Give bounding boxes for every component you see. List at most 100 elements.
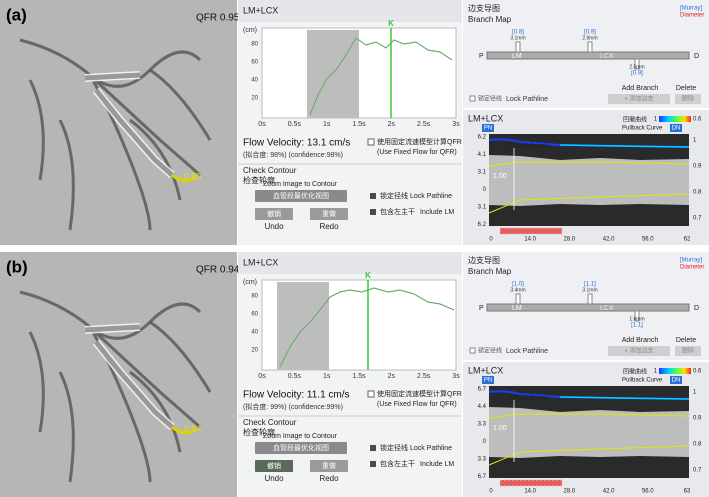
undo-button[interactable]: [255, 460, 293, 472]
panel: (b) QFR 0.94 0.94 LM+LCX (cm) 80 60 40 20 0s 0.5s 1…: [0, 252, 709, 497]
vessel-qfr-label: 0.95: [184, 171, 202, 181]
center-value: 1.00: [493, 425, 507, 432]
undo-button-label: 撤销: [267, 209, 281, 218]
pullback-x-tick: 62: [684, 237, 691, 243]
x-tick-label: 2.5s: [417, 373, 431, 380]
vessel-lcx: [171, 173, 196, 183]
add-branch-button[interactable]: [608, 94, 670, 104]
vessel: [28, 331, 45, 433]
lesion-bar-hatch: [499, 479, 563, 487]
x-tick-label: 0s: [258, 121, 266, 128]
pn-label: PN: [484, 378, 492, 384]
branch-stub[interactable]: [587, 293, 593, 305]
add-branch-button-label: + 添加边支: [624, 347, 653, 355]
pullback-x-tick: 0: [489, 489, 493, 495]
d-label: D: [694, 53, 699, 60]
pullback-x-tick: 28.0: [564, 489, 576, 495]
x-tick-label: 1.5s: [352, 121, 366, 128]
confidence: (拟合度: 98%) (confidence:98%): [243, 150, 343, 159]
pn-tag: [482, 124, 494, 132]
dn-label: DN: [672, 126, 681, 132]
branch-lock-checkbox[interactable]: [469, 347, 476, 354]
branch-stub[interactable]: [515, 293, 521, 305]
dn-tag: [670, 124, 682, 132]
qfr-curve: [488, 138, 690, 148]
undo-button[interactable]: [255, 208, 293, 220]
pullback-x-tick: 56.0: [642, 237, 654, 243]
colorbar: [659, 368, 691, 374]
add-branch-label: Add Branch: [622, 85, 659, 92]
vessel: [93, 78, 201, 177]
lesion-bar: [500, 228, 562, 234]
lock-checkbox[interactable]: [370, 445, 376, 451]
branch-ratio: [1.1]: [631, 323, 643, 329]
fixed-flow-cn: 使用固定流速模型计算QFR: [377, 137, 462, 146]
right-tick-label: 0.8: [693, 190, 702, 196]
zoom-button-label: 血管段最优化视图: [273, 443, 329, 452]
zoom-button[interactable]: [255, 190, 347, 202]
y-unit: (cm): [243, 27, 257, 34]
right-tick-label: 0.9: [693, 416, 702, 422]
dn-tag: [670, 376, 682, 384]
pullback-x-tick: 0: [489, 237, 493, 243]
redo-button[interactable]: [310, 460, 348, 472]
include-checkbox[interactable]: [370, 461, 376, 467]
p-label: P: [479, 53, 484, 60]
lcx-label: LCX: [600, 305, 614, 312]
delete-label: Delete: [676, 337, 696, 344]
zoom-button[interactable]: [255, 442, 347, 454]
left-tick-label: 4.4: [478, 404, 487, 410]
x-tick-label: 3s: [452, 373, 460, 380]
delete-button[interactable]: [675, 346, 701, 356]
pullback-title: LM+LCX: [468, 113, 503, 123]
undo-label: Undo: [264, 222, 284, 231]
vessel: [93, 330, 201, 429]
pullback-title: LM+LCX: [468, 365, 503, 375]
confidence: (拟合度: 99%) (confidence:99%): [243, 402, 343, 411]
x-tick-label: 0.5s: [288, 121, 302, 128]
vessel: [149, 320, 212, 393]
branch-title-en: Branch Map: [468, 15, 512, 24]
middle-header: [238, 0, 462, 22]
lumen-profile: [489, 407, 689, 458]
colorbar-max: 1: [654, 117, 658, 123]
vessel: [19, 290, 202, 340]
y-tick-label: 80: [251, 42, 258, 48]
left-tick-label: 6.2: [478, 222, 487, 228]
y-tick-label: 80: [251, 294, 258, 300]
branch-stub[interactable]: [587, 41, 593, 53]
k-label: K: [388, 19, 394, 28]
delete-button[interactable]: [675, 94, 701, 104]
vessel: [149, 68, 212, 141]
lock-checkbox[interactable]: [370, 193, 376, 199]
branch-stub[interactable]: [634, 58, 640, 70]
fixed-flow-checkbox[interactable]: [367, 138, 375, 146]
redo-button[interactable]: [310, 208, 348, 220]
branch-diameter: 3.1mm: [510, 35, 525, 41]
fixed-flow-checkbox[interactable]: [367, 390, 375, 398]
branch-lock-checkbox[interactable]: [469, 95, 476, 102]
branch-stub[interactable]: [515, 41, 521, 53]
pullback-x-tick: 42.0: [603, 237, 615, 243]
right-tick-label: 0.7: [693, 468, 702, 474]
left-tick-label: 6.2: [478, 135, 487, 141]
vessel: [58, 371, 75, 483]
branch-title-cn: 边支导图: [468, 3, 500, 13]
x-tick-label: 0s: [258, 373, 266, 380]
branch-title-en: Branch Map: [468, 267, 512, 276]
add-branch-label: Add Branch: [622, 337, 659, 344]
pullback-x-tick: 42.0: [603, 489, 615, 495]
include-checkbox[interactable]: [370, 209, 376, 215]
add-branch-button[interactable]: [608, 346, 670, 356]
left-tick-label: 3.3: [478, 457, 487, 463]
branch-title-cn: 边支导图: [468, 255, 500, 265]
murray: [Murray]: [680, 258, 702, 264]
reference-upper: [488, 161, 690, 167]
check-contour-cn: 检查轮廓: [243, 427, 275, 437]
left-tick-label: 4.1: [478, 152, 487, 158]
branch-stub[interactable]: [634, 310, 640, 322]
delete-label: Delete: [676, 85, 696, 92]
check-contour-cn: 检查轮廓: [243, 175, 275, 185]
